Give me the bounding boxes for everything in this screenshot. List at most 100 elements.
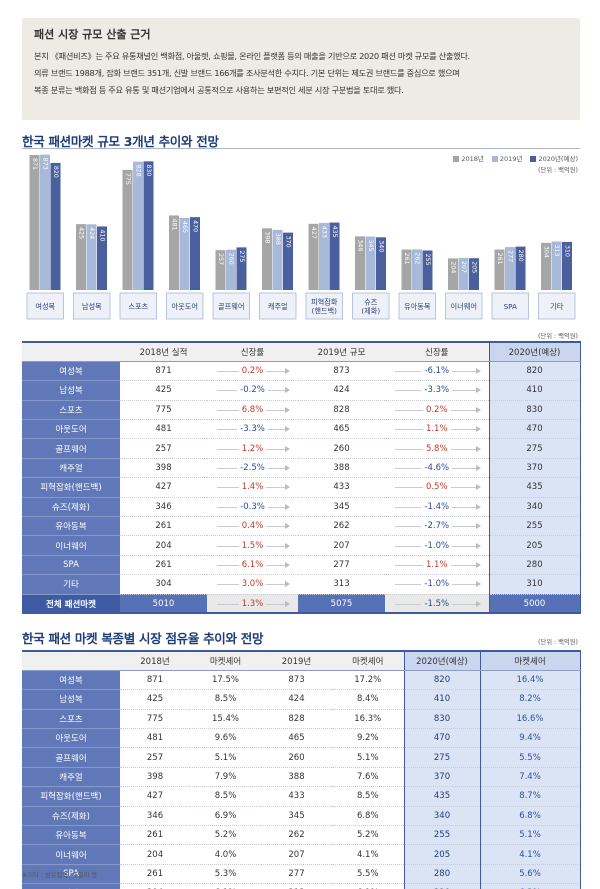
total-row: 전체 패션마켓 5010 1.3% 5075 -1.5% 5000 — [22, 594, 581, 615]
bar-value-label: 435 — [331, 226, 338, 238]
value-2020: 205 — [403, 844, 481, 865]
growth-rate-value: -1.4% — [421, 501, 453, 512]
table-header — [22, 340, 120, 362]
share-2020: 6.2% — [479, 883, 581, 889]
value-2018: 5010 — [120, 594, 207, 615]
arrow-right-icon — [475, 465, 481, 472]
arrow-right-icon — [285, 368, 290, 375]
value-2020: 410 — [488, 380, 581, 401]
arrow-right-icon — [475, 561, 481, 568]
growth-rate-cell: -0.3% — [207, 497, 298, 518]
row-label: SPA — [22, 864, 120, 885]
growth-rate-value: -6.1% — [421, 366, 453, 377]
bar — [283, 232, 293, 290]
info-line: 의류 브랜드 1988개, 잡화 브랜드 351개, 신발 브랜드 166개를 … — [34, 68, 460, 78]
share-2019: 6.1% — [332, 883, 404, 889]
value-2018: 304 — [120, 574, 207, 595]
growth-rate-value: 3.0% — [238, 579, 267, 590]
value-2020: 280 — [403, 864, 481, 885]
value-2019: 828 — [261, 709, 332, 730]
row-label: 피혁잡화(핸드백) — [22, 477, 120, 498]
growth-rate-value: 1.1% — [422, 559, 451, 570]
growth-rate-cell: 6.8% — [207, 400, 298, 421]
table-row: 유아동복 261 5.2% 262 5.2% 255 5.1% — [22, 825, 581, 846]
value-2018: 261 — [120, 516, 207, 537]
value-2019: 465 — [261, 728, 332, 749]
value-2018: 304 — [120, 883, 190, 889]
bar-value-label: 873 — [41, 158, 48, 170]
info-line: 복종 분류는 백화점 등 주요 유통 및 패션기업에서 공통적으로 사용하는 보… — [34, 85, 404, 95]
value-2018: 261 — [120, 555, 207, 576]
bar-value-label: 424 — [88, 227, 95, 239]
table-header: 2020년(예상) — [488, 340, 581, 362]
table-header: 신장률 — [207, 340, 298, 362]
value-2020: 280 — [488, 555, 581, 576]
value-2019: 262 — [298, 516, 385, 537]
table-header-row: 2018년 실적 신장률 2019년 규모 신장률 2020년(예상) — [22, 340, 581, 362]
bar-value-label: 313 — [553, 244, 560, 256]
footnote: ※기타 : 섬유잡화, 주얼리 등 — [22, 872, 98, 879]
bar-value-label: 261 — [496, 253, 503, 265]
table-row: 아웃도어 481 9.6% 465 9.2% 470 9.4% — [22, 728, 581, 749]
bar-value-label: 257 — [217, 253, 224, 265]
bar-value-label: 346 — [356, 239, 363, 251]
value-2019: 433 — [298, 477, 385, 498]
bar — [319, 222, 329, 290]
value-2020: 205 — [488, 535, 581, 556]
row-label: 스포츠 — [22, 400, 120, 421]
growth-rate-cell: -1.5% — [385, 594, 489, 615]
table-header: 마켓셰어 — [332, 649, 404, 671]
growth-rate-cell: 3.0% — [207, 574, 298, 595]
bar — [29, 154, 40, 290]
table-header: 2019년 — [261, 649, 332, 671]
growth-rate-value: 5.8% — [422, 443, 451, 454]
table-row: 피혁잡화(핸드백) 427 8.5% 433 8.5% 435 8.7% — [22, 786, 581, 807]
bar — [122, 169, 133, 290]
table-header: 2018년 — [120, 649, 190, 671]
bar — [179, 217, 190, 290]
share-2019: 6.8% — [332, 806, 404, 827]
value-2020: 310 — [488, 574, 581, 595]
value-2018: 204 — [120, 844, 190, 865]
arrow-right-icon — [475, 503, 481, 510]
arrow-right-icon — [475, 445, 481, 452]
row-label: 피혁잡화(핸드백) — [22, 786, 120, 807]
value-2020: 435 — [488, 477, 581, 498]
share-2020: 5.6% — [479, 864, 581, 885]
category-label: SPA — [504, 302, 517, 311]
share-2019: 8.5% — [332, 786, 404, 807]
growth-rate-value: 6.1% — [238, 559, 267, 570]
growth-rate-cell: -3.3% — [385, 380, 489, 401]
growth-rate-value: -2.5% — [237, 463, 268, 474]
value-2019: 433 — [261, 786, 332, 807]
table-row: 이너웨어 204 4.0% 207 4.1% 205 4.1% — [22, 844, 581, 865]
bar-value-label: 261 — [403, 253, 410, 265]
value-2020: 830 — [488, 400, 581, 421]
arrow-right-icon — [285, 484, 290, 491]
table-row: 골프웨어 257 5.1% 260 5.1% 275 5.5% — [22, 747, 581, 768]
arrow-right-icon — [285, 503, 290, 510]
value-2020: 275 — [403, 747, 481, 768]
row-label: 이너웨어 — [22, 535, 120, 556]
table-row: 스포츠 775 6.8% 828 0.2% 830 — [22, 400, 581, 421]
table-row: 캐주얼 398 -2.5% 388 -4.6% 370 — [22, 458, 581, 479]
row-label: 유아동복 — [22, 825, 120, 846]
share-2020: 7.4% — [479, 767, 581, 788]
chart-legend: 2018년 2019년 2020년(예상) — [453, 153, 578, 163]
arrow-right-icon — [285, 542, 290, 549]
arrow-right-icon — [285, 406, 290, 413]
bar — [376, 237, 386, 290]
info-body: 본지 《패션비즈》는 주요 유통채널인 백화점, 아울렛, 쇼핑몰, 온라인 플… — [34, 48, 568, 99]
bar — [422, 250, 433, 290]
share-2019: 7.6% — [332, 767, 404, 788]
bar-value-label: 207 — [460, 261, 467, 273]
value-2019: 260 — [261, 747, 332, 768]
growth-rate-cell: -1.4% — [385, 497, 489, 518]
row-label: 스포츠 — [22, 709, 120, 730]
bar-value-label: 828 — [134, 165, 141, 177]
value-2020: 470 — [488, 419, 581, 440]
bar — [329, 222, 340, 290]
bar-value-label: 775 — [124, 173, 131, 185]
share-2019: 4.1% — [332, 844, 404, 865]
bar-value-label: 433 — [320, 226, 327, 238]
